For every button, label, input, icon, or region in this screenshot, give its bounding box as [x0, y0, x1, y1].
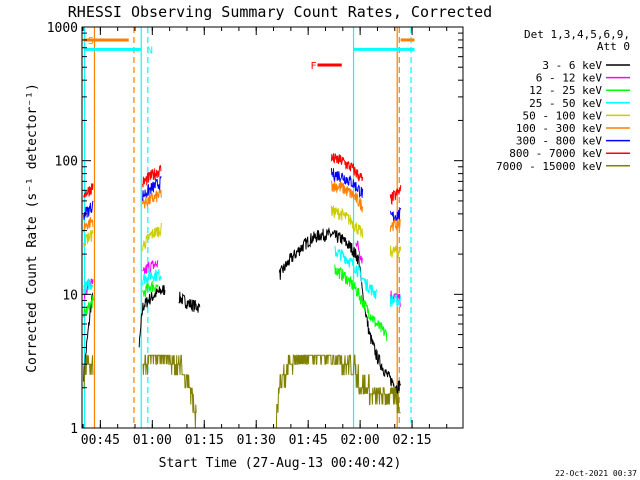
legend-label-3: 25 - 50 keV: [529, 97, 602, 110]
legend-label-6: 300 - 800 keV: [516, 135, 602, 148]
x-tick-label-1: 01:00: [133, 433, 172, 448]
flag-label-F: F: [311, 61, 317, 72]
plot-frame: [81, 26, 464, 429]
series-2-segment-1: [142, 280, 159, 298]
legend-header-line1: Det 1,3,4,5,6,9,: [524, 28, 630, 41]
legend-label-1: 6 - 12 keV: [536, 72, 603, 85]
series-3-segment-13: [334, 245, 377, 300]
series-1-segment-13: [355, 240, 363, 264]
series-8-segment-0: [83, 354, 94, 389]
series-3-segment-14: [389, 293, 402, 307]
legend-label-5: 100 - 300 keV: [516, 122, 602, 135]
legend-label-0: 3 - 6 keV: [542, 59, 602, 72]
x-tick-label-3: 01:30: [237, 433, 276, 448]
legend-header-line2: Att 0: [597, 40, 630, 53]
y-tick-label-3: 1000: [47, 21, 78, 36]
series-3-segment-1: [142, 268, 162, 286]
series-1-segment-1: [142, 260, 159, 275]
series-7-segment-12: [330, 153, 364, 182]
plot-area: S N F: [83, 27, 415, 429]
series-6-segment-0: [83, 200, 94, 220]
series-5-segment-1: [142, 188, 162, 209]
x-tick-label-5: 02:00: [341, 433, 380, 448]
y-axis-label: Corrected Count Rate (s⁻¹ detector⁻¹): [25, 83, 40, 373]
y-axis: 1 10 100 1000: [47, 21, 463, 437]
x-tick-label-2: 01:15: [185, 433, 224, 448]
series-5-segment-12: [330, 180, 364, 214]
series-4-segment-12: [330, 205, 364, 238]
series-4-segment-0: [83, 230, 94, 248]
y-tick-label-0: 1: [70, 422, 78, 437]
series-6-segment-1: [142, 176, 162, 201]
flag-label-S: S: [88, 36, 94, 47]
series-6-segment-12: [330, 167, 364, 198]
series-4-segment-1: [142, 222, 162, 252]
series-2-segment-13: [334, 264, 388, 342]
flag-label-N: N: [147, 45, 153, 56]
chart-title: RHESSI Observing Summary Count Rates, Co…: [68, 3, 492, 21]
series-0-segment-7: [278, 226, 401, 395]
x-tick-label-6: 02:15: [393, 433, 432, 448]
series-0-segment-1: [138, 285, 166, 348]
series-5-segment-0: [83, 217, 94, 232]
legend-label-2: 12 - 25 keV: [529, 84, 602, 97]
y-tick-label-2: 100: [55, 155, 78, 170]
legend-label-8: 7000 - 15000 keV: [496, 160, 602, 173]
series-7-segment-0: [83, 183, 94, 198]
series-8-segment-2: [275, 354, 401, 429]
legend-label-7: 800 - 7000 keV: [509, 147, 602, 160]
series-5-segment-14: [389, 217, 401, 232]
series-6-segment-14: [389, 207, 402, 221]
x-tick-label-0: 00:45: [81, 433, 120, 448]
series-2-segment-0: [83, 294, 94, 318]
y-tick-label-1: 10: [62, 288, 78, 303]
series-0-segment-2: [178, 291, 201, 313]
x-tick-label-4: 01:45: [289, 433, 328, 448]
x-axis: 00:45 01:00 01:15 01:30 01:45 02:00 02:15: [81, 27, 448, 448]
series-7-segment-1: [142, 164, 162, 188]
generation-timestamp: 22-Oct-2021 00:37: [555, 469, 637, 478]
series-4-segment-14: [389, 245, 402, 258]
series-7-segment-14: [389, 185, 402, 205]
legend-label-4: 50 - 100 keV: [523, 109, 603, 122]
x-axis-label: Start Time (27-Aug-13 00:40:42): [159, 456, 402, 471]
series-8-segment-1: [142, 354, 197, 429]
series-3-segment-0: [83, 278, 94, 295]
